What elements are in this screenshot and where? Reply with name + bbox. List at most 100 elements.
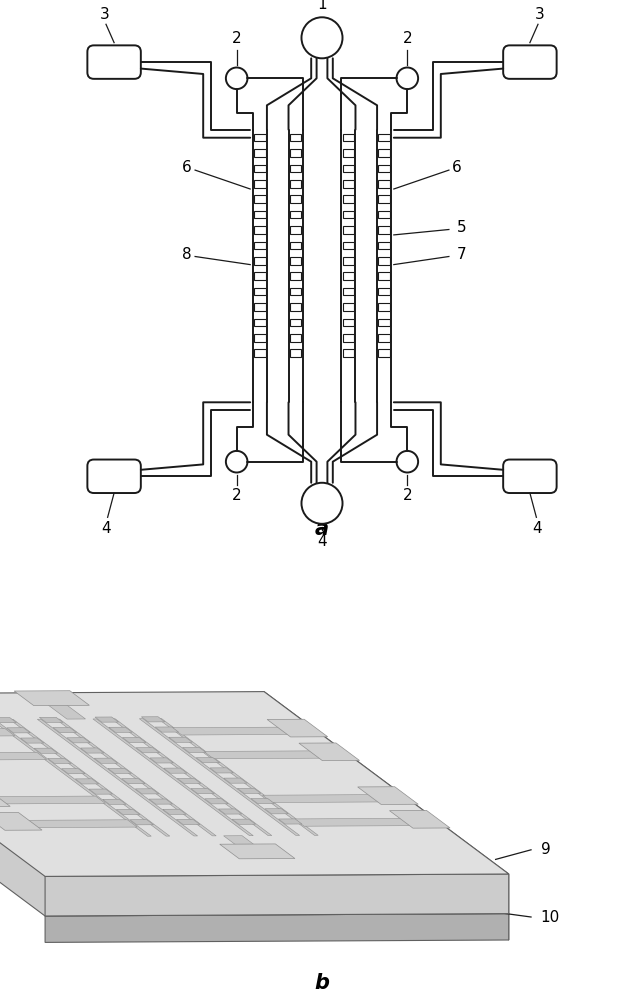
- Polygon shape: [267, 719, 328, 737]
- Polygon shape: [191, 788, 214, 794]
- Bar: [290, 257, 301, 265]
- Polygon shape: [45, 914, 509, 942]
- Polygon shape: [0, 718, 17, 723]
- Bar: [378, 334, 390, 342]
- Bar: [290, 334, 301, 342]
- Bar: [343, 165, 354, 172]
- Bar: [254, 257, 266, 265]
- Bar: [290, 242, 301, 249]
- Bar: [343, 257, 354, 265]
- Bar: [254, 288, 266, 295]
- Bar: [290, 195, 301, 203]
- Bar: [343, 349, 354, 357]
- Polygon shape: [56, 719, 216, 836]
- Text: 6: 6: [452, 160, 462, 175]
- Text: 7: 7: [457, 247, 467, 262]
- Bar: [378, 180, 390, 188]
- Bar: [378, 272, 390, 280]
- Bar: [290, 303, 301, 311]
- Text: 2: 2: [402, 488, 412, 503]
- Polygon shape: [130, 820, 153, 825]
- Polygon shape: [237, 788, 261, 793]
- Polygon shape: [223, 778, 247, 783]
- Polygon shape: [357, 787, 418, 804]
- Polygon shape: [251, 798, 274, 804]
- Bar: [378, 242, 390, 249]
- Polygon shape: [48, 758, 71, 764]
- Bar: [290, 211, 301, 218]
- Polygon shape: [0, 752, 46, 760]
- Text: 10: 10: [541, 910, 560, 925]
- Text: 8: 8: [182, 247, 192, 262]
- Polygon shape: [45, 874, 509, 916]
- Polygon shape: [158, 719, 318, 835]
- Polygon shape: [136, 748, 160, 753]
- Text: 4: 4: [317, 534, 327, 549]
- Polygon shape: [182, 747, 206, 753]
- Polygon shape: [108, 768, 131, 774]
- Polygon shape: [220, 844, 295, 859]
- Polygon shape: [62, 769, 85, 774]
- Bar: [254, 272, 266, 280]
- Polygon shape: [263, 795, 393, 803]
- Polygon shape: [169, 737, 193, 742]
- Polygon shape: [264, 692, 509, 914]
- Polygon shape: [89, 789, 113, 794]
- Polygon shape: [53, 727, 77, 733]
- Text: 4: 4: [102, 521, 111, 536]
- Bar: [290, 288, 301, 295]
- Bar: [378, 303, 390, 311]
- Polygon shape: [177, 778, 201, 783]
- Bar: [343, 334, 354, 342]
- Bar: [378, 165, 390, 172]
- Bar: [290, 165, 301, 172]
- Bar: [290, 272, 301, 280]
- Bar: [378, 257, 390, 265]
- Polygon shape: [95, 717, 118, 722]
- Polygon shape: [264, 731, 509, 940]
- Text: 3: 3: [535, 7, 544, 22]
- Polygon shape: [0, 796, 106, 804]
- Polygon shape: [390, 810, 450, 828]
- Polygon shape: [204, 751, 334, 759]
- Bar: [343, 319, 354, 326]
- Text: b: b: [314, 973, 330, 993]
- Polygon shape: [111, 719, 272, 836]
- Polygon shape: [75, 779, 99, 784]
- Text: 3: 3: [100, 7, 109, 22]
- Bar: [343, 288, 354, 295]
- Polygon shape: [135, 789, 159, 794]
- Polygon shape: [14, 691, 90, 706]
- Bar: [343, 211, 354, 218]
- Bar: [254, 319, 266, 326]
- Bar: [290, 134, 301, 141]
- Bar: [254, 134, 266, 141]
- Polygon shape: [117, 809, 140, 815]
- Bar: [254, 211, 266, 218]
- Polygon shape: [294, 818, 424, 826]
- Polygon shape: [109, 727, 132, 732]
- Bar: [290, 319, 301, 326]
- Bar: [378, 195, 390, 203]
- Bar: [378, 319, 390, 326]
- Polygon shape: [80, 748, 104, 753]
- Polygon shape: [223, 836, 267, 854]
- Polygon shape: [34, 748, 58, 753]
- Bar: [343, 149, 354, 157]
- Bar: [343, 226, 354, 234]
- Polygon shape: [299, 743, 359, 761]
- Polygon shape: [94, 758, 118, 763]
- Polygon shape: [218, 809, 242, 814]
- Text: 5: 5: [457, 220, 467, 235]
- Text: a: a: [315, 519, 329, 539]
- Polygon shape: [10, 719, 170, 836]
- Bar: [343, 134, 354, 141]
- Polygon shape: [7, 820, 137, 828]
- Bar: [254, 180, 266, 188]
- Polygon shape: [149, 799, 173, 804]
- Polygon shape: [196, 758, 220, 763]
- Polygon shape: [210, 768, 233, 773]
- Bar: [343, 195, 354, 203]
- Polygon shape: [205, 799, 228, 804]
- Text: 1: 1: [317, 0, 327, 12]
